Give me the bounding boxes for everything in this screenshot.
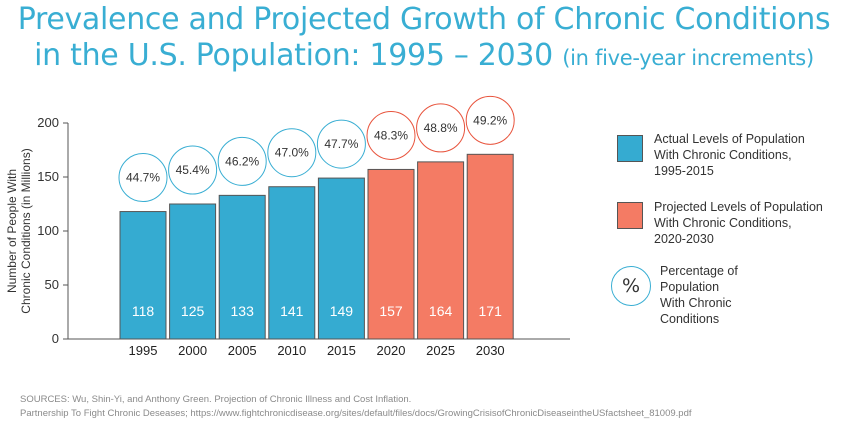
bar-group-2000: 125 2000 45.4% <box>168 145 218 358</box>
chart-title-main: in the U.S. Population: 1995 – 2030 <box>34 38 553 73</box>
bar <box>367 168 415 340</box>
chart-title-subtitle: (in five-year increments) <box>562 46 814 70</box>
legend-projected-line3: 2020-2030 <box>654 232 714 246</box>
percent-label: 48.3% <box>374 128 408 142</box>
legend-percent-line1: Percentage of <box>660 264 738 278</box>
sources-line1: SOURCES: Wu, Shin-Yi, and Anthony Green.… <box>20 394 412 405</box>
legend-projected-line2: With Chronic Conditions, <box>654 216 792 230</box>
legend-percent-line3: With Chronic <box>660 296 732 310</box>
sources-line2: Partnership To Fight Chronic Deseases; h… <box>20 408 692 419</box>
y-axis-label-line1: Number of People With <box>5 169 19 293</box>
bar-value-label: 133 <box>231 303 255 319</box>
percent-label: 47.0% <box>275 146 309 160</box>
legend-actual-line3: 1995-2015 <box>654 164 714 178</box>
bar-group-2015: 149 2015 47.7% <box>316 119 366 358</box>
legend-percent-line2: Population <box>660 280 720 294</box>
bar-group-2010: 141 2010 47.0% <box>267 128 317 358</box>
percent-label: 48.8% <box>424 121 458 135</box>
y-tick-label: 0 <box>52 331 59 346</box>
legend-actual-line2: With Chronic Conditions, <box>654 148 792 162</box>
bar <box>466 153 514 340</box>
bar-group-2030: 171 2030 49.2% <box>465 95 515 358</box>
bar-value-label: 171 <box>479 303 503 319</box>
bar-group-2005: 133 2005 46.2% <box>217 136 267 358</box>
x-tick-label: 2000 <box>178 343 207 358</box>
bar <box>218 194 266 340</box>
y-tick-label: 150 <box>37 169 59 184</box>
y-axis: 0 50 100 150 200 <box>37 115 68 346</box>
legend-projected-swatch <box>617 202 643 229</box>
percent-circle <box>217 136 267 186</box>
bar-value-label: 157 <box>379 303 403 319</box>
legend-percent: Percentage of Population With Chronic Co… <box>660 263 738 327</box>
bar <box>317 177 365 340</box>
x-tick-label: 1995 <box>129 343 158 358</box>
legend-projected: Projected Levels of Population With Chro… <box>654 199 823 247</box>
percent-label: 45.4% <box>176 163 210 177</box>
y-tick-label: 200 <box>37 115 59 130</box>
percent-circle <box>168 145 218 195</box>
bar <box>119 211 167 340</box>
x-tick-label: 2015 <box>327 343 356 358</box>
bars: 118 1995 44.7% 125 2000 45.4% 133 2005 46.2% 141 2… <box>118 95 515 358</box>
bar <box>268 186 316 340</box>
y-tick-label: 50 <box>45 277 59 292</box>
percent-label: 49.2% <box>473 113 507 127</box>
legend-percent-icon: % <box>611 266 651 306</box>
legend-actual-line1: Actual Levels of Population <box>654 132 805 146</box>
x-tick-label: 2010 <box>277 343 306 358</box>
y-axis-label: Number of People With Chronic Conditions… <box>5 148 33 313</box>
percent-circle <box>118 153 168 203</box>
chart-title-line2: in the U.S. Population: 1995 – 2030 (in … <box>0 38 848 73</box>
percent-circle <box>316 119 366 169</box>
percent-circle <box>267 128 317 178</box>
x-tick-label: 2020 <box>377 343 406 358</box>
bar-value-label: 141 <box>280 303 304 319</box>
percent-label: 46.2% <box>225 154 259 168</box>
percent-circle <box>465 95 515 145</box>
bar-group-1995: 118 1995 44.7% <box>118 153 168 358</box>
percent-circle <box>416 103 466 153</box>
x-tick-label: 2005 <box>228 343 257 358</box>
bar-value-label: 149 <box>330 303 354 319</box>
percent-label: 44.7% <box>126 171 160 185</box>
percent-circle <box>366 110 416 160</box>
bar-value-label: 164 <box>429 303 453 319</box>
percent-label: 47.7% <box>324 137 358 151</box>
x-tick-label: 2030 <box>476 343 505 358</box>
bar-value-label: 118 <box>132 303 155 319</box>
y-tick-label: 100 <box>37 223 59 238</box>
legend-actual: Actual Levels of Population With Chronic… <box>654 131 805 179</box>
legend-projected-line1: Projected Levels of Population <box>654 200 823 214</box>
x-tick-label: 2025 <box>426 343 455 358</box>
bar-group-2025: 164 2025 48.8% <box>416 103 466 358</box>
legend-actual-swatch <box>617 135 643 162</box>
bar-group-2020: 157 2020 48.3% <box>366 110 416 358</box>
y-axis-label-line2: Chronic Conditions (in Millions) <box>19 148 33 313</box>
chart-title-line1: Prevalence and Projected Growth of Chron… <box>17 2 831 37</box>
bar-value-label: 125 <box>181 303 205 319</box>
bar <box>417 161 465 340</box>
legend-percent-line4: Conditions <box>660 312 720 326</box>
